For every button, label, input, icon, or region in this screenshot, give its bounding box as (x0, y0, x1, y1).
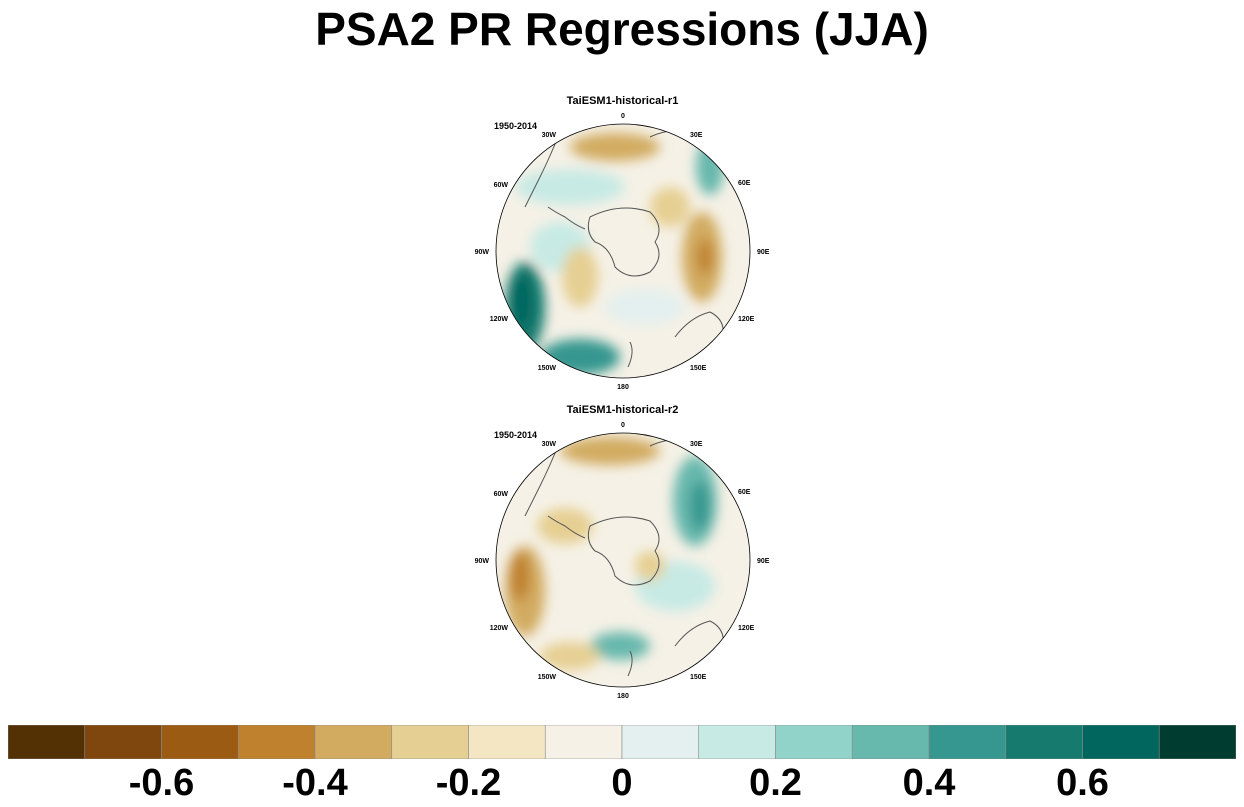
lon-label: 150E (690, 365, 707, 372)
colorbar (8, 725, 1236, 759)
lon-label: 150E (690, 674, 707, 681)
map-panel-r2: TaiESM1-historical-r2 1950-2014 (470, 404, 775, 704)
lon-label: 150W (538, 674, 557, 681)
lon-label: 90E (757, 249, 770, 256)
figure-title: PSA2 PR Regressions (JJA) (315, 3, 929, 55)
lon-label: 120W (490, 625, 509, 632)
panel-period: 1950-2014 (494, 121, 538, 131)
colorbar-swatch (1005, 725, 1083, 759)
lon-label: 30W (542, 441, 557, 448)
colorbar-swatch (621, 725, 700, 759)
colorbar-swatch (775, 725, 853, 759)
colorbar-swatch (314, 725, 393, 759)
lon-label: 0 (621, 422, 625, 429)
colorbar-tick-label: 0.6 (1056, 762, 1109, 804)
colorbar-swatch (1082, 725, 1160, 759)
lon-label: 90E (757, 558, 770, 565)
panel-period: 1950-2014 (494, 430, 538, 440)
lon-label: 0 (621, 113, 625, 120)
lon-label: 120W (490, 316, 509, 323)
colorbar-tick-label: 0.4 (902, 762, 956, 804)
lon-label: 180 (617, 384, 629, 391)
map-panel-r1: TaiESM1-historical-r1 1950-2014 (470, 95, 775, 395)
lon-label: 150W (538, 365, 557, 372)
colorbar-swatch (928, 725, 1007, 759)
colorbar-tick-label: -0.2 (435, 762, 502, 804)
colorbar-swatch (851, 725, 930, 759)
map-boundary (495, 123, 751, 379)
colorbar-tick-label: 0.2 (749, 762, 802, 804)
colorbar-swatch (161, 725, 239, 759)
colorbar-swatch (544, 725, 623, 759)
lon-label: 60W (494, 491, 509, 498)
colorbar-swatch (391, 725, 469, 759)
lon-label: 30E (690, 441, 703, 448)
colorbar-tick-label: -0.4 (282, 762, 348, 804)
lon-label: 120E (738, 316, 755, 323)
lon-label: 60E (738, 489, 751, 496)
panel-title: TaiESM1-historical-r1 (566, 95, 679, 107)
lon-label: 120E (738, 625, 755, 632)
colorbar-swatch (84, 725, 162, 759)
panel-title: TaiESM1-historical-r2 (566, 404, 679, 416)
lon-label: 30W (542, 132, 557, 139)
colorbar-swatch (1158, 725, 1236, 759)
lon-label: 180 (617, 693, 629, 700)
lon-label: 60W (494, 182, 509, 189)
polar-map-r2: 0 30E 60E 90E 120E 150E 180 150W 120W 90… (475, 422, 770, 700)
colorbar-tick-label: 0 (611, 762, 633, 804)
colorbar-tick-label: -0.6 (128, 762, 195, 804)
lon-label: 30E (690, 132, 703, 139)
colorbar-swatch (237, 725, 316, 759)
precip-anomaly-field (505, 133, 724, 375)
lon-label: 90W (475, 558, 490, 565)
colorbar-swatch (8, 725, 86, 759)
precip-anomaly-field (505, 437, 717, 670)
colorbar-swatch (468, 725, 546, 759)
colorbar-swatch (698, 725, 776, 759)
polar-map-r1: 0 30E 60E 90E 120E 150E 180 150W 120W 90… (475, 113, 770, 391)
map-boundary (495, 432, 751, 688)
lon-label: 60E (738, 180, 751, 187)
lon-label: 90W (475, 249, 490, 256)
